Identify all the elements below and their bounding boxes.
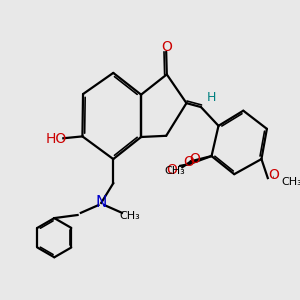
Text: O: O <box>189 152 200 166</box>
Text: N: N <box>95 195 107 210</box>
Text: O: O <box>162 40 172 54</box>
Text: CH₃: CH₃ <box>165 166 186 176</box>
Text: HO: HO <box>45 132 67 146</box>
Text: O: O <box>268 168 279 182</box>
Text: H: H <box>207 91 216 103</box>
Text: O: O <box>183 155 194 169</box>
Text: O: O <box>167 163 177 177</box>
Text: CH₃: CH₃ <box>281 177 300 188</box>
Text: CH₃: CH₃ <box>119 211 140 220</box>
